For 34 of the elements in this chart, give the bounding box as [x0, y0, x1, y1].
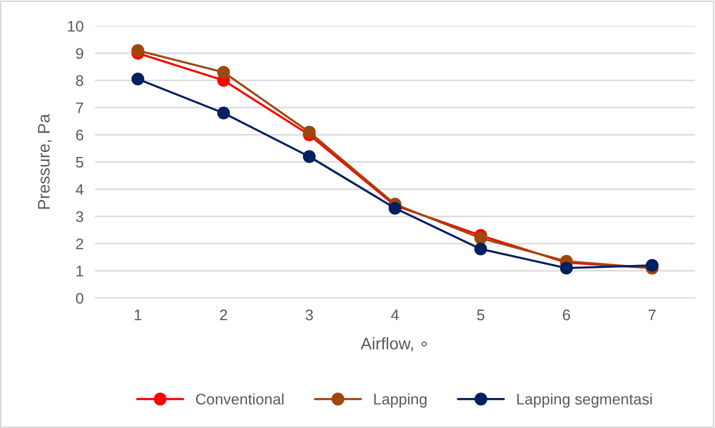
x-tick-label: 6	[562, 310, 570, 320]
point	[131, 72, 144, 86]
point	[302, 126, 316, 138]
x-tick-label: 2	[220, 310, 228, 320]
x-axis-title: Airflow, ∘	[360, 337, 427, 352]
point	[474, 242, 488, 256]
x-tick-label: 7	[648, 310, 656, 320]
x-tick-label: 5	[477, 310, 484, 320]
y-tick-label: 0	[76, 292, 84, 304]
y-axis-title: Pressure, Pa	[38, 114, 52, 209]
point	[217, 66, 230, 79]
point	[217, 106, 230, 120]
y-tick-label: 4	[76, 184, 84, 195]
y-tick-label: 2	[76, 238, 84, 250]
legend-label: Lapping	[374, 393, 426, 408]
x-tick-label: 3	[306, 310, 313, 320]
y-tick-label: 5	[76, 157, 84, 168]
y-tick-label: 1	[76, 266, 84, 276]
y-tick-label: 10	[68, 20, 84, 32]
x-tick-label: 1	[134, 310, 142, 320]
point	[302, 150, 316, 163]
legend-label: Lapping segmentasi	[517, 393, 652, 408]
point	[131, 44, 144, 57]
y-tick-label: 3	[76, 211, 84, 222]
point	[560, 262, 573, 274]
y-tick-label: 6	[76, 130, 84, 140]
y-tick-label: 9	[76, 48, 84, 59]
point	[388, 202, 402, 215]
legend-label: Conventional	[196, 393, 284, 405]
y-tick-label: 8	[76, 75, 84, 86]
y-tick-label: 7	[76, 102, 84, 114]
point	[646, 258, 659, 272]
x-tick-label: 4	[391, 310, 399, 320]
point	[474, 232, 488, 245]
